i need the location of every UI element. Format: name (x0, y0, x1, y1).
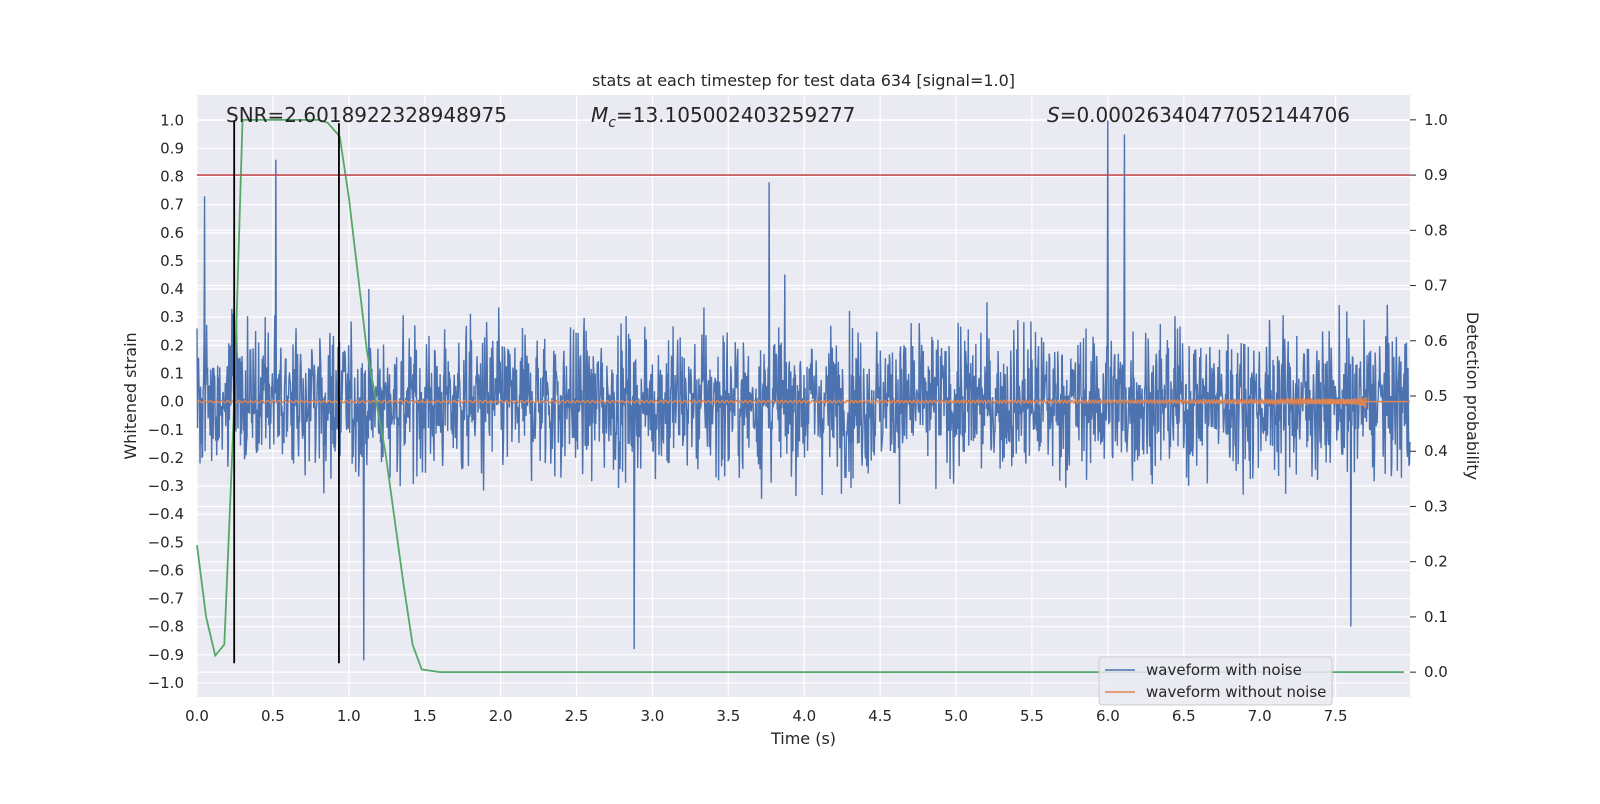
y-tick-label: −0.7 (148, 590, 184, 608)
vlines (233, 120, 340, 664)
x-tick-label: 1.0 (337, 707, 361, 725)
x-tick-label: 0.5 (261, 707, 285, 725)
x-tick-label: 5.0 (944, 707, 968, 725)
legend-entry-waveform-without-noise: waveform without noise (1146, 683, 1326, 701)
legend-box (1098, 656, 1333, 706)
y-axis-label: Whitened strain (121, 332, 140, 459)
y-tick-label: 0.4 (160, 280, 184, 298)
annotation-chirp-mass: Mc=13.105002403259277 (591, 103, 855, 131)
y-tick-label: 0.9 (160, 139, 184, 157)
y-tick-label: 0.7 (160, 196, 184, 214)
y2-tick-label: 0.2 (1424, 553, 1448, 571)
y-tick-label: −0.1 (148, 421, 184, 439)
x-tick-label: 7.5 (1324, 707, 1348, 725)
x-tick-label: 5.5 (1020, 707, 1044, 725)
y2-tick-label: 0.6 (1424, 332, 1448, 350)
chart-title: stats at each timestep for test data 634… (592, 71, 1015, 90)
chirp-line (196, 396, 1410, 409)
annotation-chirp-mass-symbol: M (591, 103, 608, 127)
annotation-chirp-mass-value: =13.105002403259277 (616, 103, 855, 127)
y2-tick-label: 0.4 (1424, 442, 1448, 460)
x-axis-label: Time (s) (770, 729, 836, 748)
y2-tick-label: 0.8 (1424, 221, 1448, 239)
y2-tick-label: 0.7 (1424, 277, 1448, 295)
annotation-s-value: =0.00026340477052144706 (1060, 103, 1350, 127)
annotation-s: S=0.00026340477052144706 (1047, 103, 1350, 127)
y-tick-label: 1.0 (160, 111, 184, 129)
x-tick-label: 6.5 (1172, 707, 1196, 725)
y2-tick-label: 1.0 (1424, 111, 1448, 129)
y-tick-label: 0.5 (160, 252, 184, 270)
x-tick-label: 3.5 (716, 707, 740, 725)
y-tick-label: −0.2 (148, 449, 184, 467)
y2-tick-label: 0.3 (1424, 497, 1448, 515)
x-tick-label: 1.5 (413, 707, 437, 725)
y2-tick-label: 0.5 (1424, 387, 1448, 405)
y-tick-label: −0.6 (148, 561, 184, 579)
annotation-chirp-mass-subscript: c (608, 115, 616, 131)
y-tick-label: 0.6 (160, 224, 184, 242)
annotation-s-symbol: S (1047, 103, 1060, 127)
y2-axis-label: Detection probability (1463, 312, 1482, 480)
x-tick-label: 0.0 (185, 707, 209, 725)
y-tick-label: −0.8 (148, 618, 184, 636)
y-tick-label: 0.3 (160, 308, 184, 326)
y2-tick-label: 0.9 (1424, 166, 1448, 184)
ticks: 0.0 0.5 1.0 1.5 2.0 2.5 3.0 3.5 4.0 4.5 5.0 5.5 6.0 6… (148, 111, 1448, 725)
x-tick-label: 2.5 (565, 707, 589, 725)
series-detection-probability (196, 118, 1404, 674)
y2-tick-label: 0.1 (1424, 608, 1448, 626)
probability-line (196, 118, 1404, 674)
series-waveform-without-noise (196, 396, 1410, 409)
y-tick-label: −0.4 (148, 505, 184, 523)
y-tick-label: 0.8 (160, 168, 184, 186)
x-tick-label: 3.0 (641, 707, 665, 725)
y-tick-label: 0.1 (160, 364, 184, 382)
x-tick-label: 4.0 (792, 707, 816, 725)
y-tick-label: −0.5 (148, 533, 184, 551)
y-tick-label: 0.0 (160, 393, 184, 411)
legend-entry-waveform-with-noise: waveform with noise (1146, 661, 1302, 679)
x-tick-label: 2.0 (489, 707, 513, 725)
legend: waveform with noise waveform without noi… (1098, 656, 1333, 706)
x-tick-label: 4.5 (868, 707, 892, 725)
x-tick-label: 7.0 (1248, 707, 1272, 725)
y-tick-label: 0.2 (160, 336, 184, 354)
annotation-snr: SNR=2.6018922328948975 (226, 103, 507, 127)
y-tick-label: −0.3 (148, 477, 184, 495)
y-tick-label: −0.9 (148, 646, 184, 664)
y-tick-label: −1.0 (148, 674, 184, 692)
series-waveform-with-noise (196, 120, 1411, 661)
y2-tick-label: 0.0 (1424, 663, 1448, 681)
x-tick-label: 6.0 (1096, 707, 1120, 725)
noise-line (196, 120, 1411, 661)
